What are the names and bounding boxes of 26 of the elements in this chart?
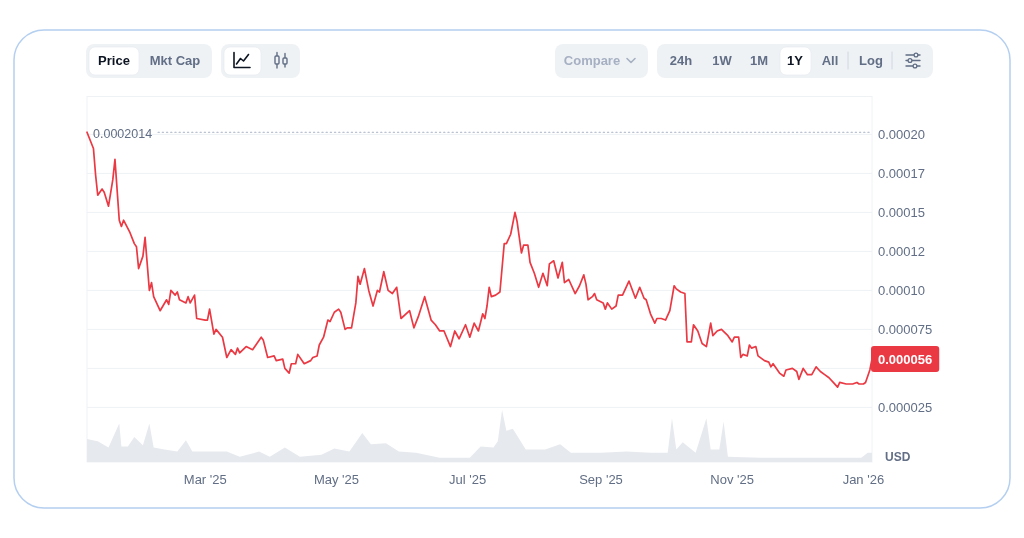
text: 1M — [749, 53, 769, 68]
y-axis-title: USD — [885, 450, 911, 464]
y-tick-label: 0.000025 — [878, 399, 933, 415]
x-tick-label: May '25 — [313, 471, 360, 487]
x-tick-label: Mar '25 — [183, 471, 227, 487]
text: 24h — [669, 53, 693, 68]
text: Log — [859, 53, 883, 68]
annotation: 0.000056 — [878, 351, 933, 367]
text: Compare — [563, 53, 621, 68]
ref-line-label: 0.0002014 — [93, 126, 153, 141]
y-tick-label: 0.00017 — [878, 165, 925, 181]
text: 1Y — [787, 53, 804, 68]
text: All — [821, 53, 839, 68]
y-tick-label: 0.00015 — [878, 204, 925, 220]
text: Mkt Cap — [149, 53, 201, 68]
y-tick-label: 0.00012 — [878, 243, 925, 259]
x-tick-label: Jan '26 — [842, 471, 885, 487]
y-tick-label: 0.00010 — [878, 282, 925, 298]
x-tick-label: Nov '25 — [710, 471, 755, 487]
text: Price — [98, 53, 130, 68]
y-tick-label: 0.000075 — [878, 321, 933, 337]
y-tick-label: 0.00020 — [878, 126, 925, 142]
x-tick-label: Jul '25 — [449, 471, 487, 487]
line-series — [86, 131, 873, 388]
text: 1W — [712, 53, 733, 68]
x-tick-label: Sep '25 — [579, 471, 623, 487]
